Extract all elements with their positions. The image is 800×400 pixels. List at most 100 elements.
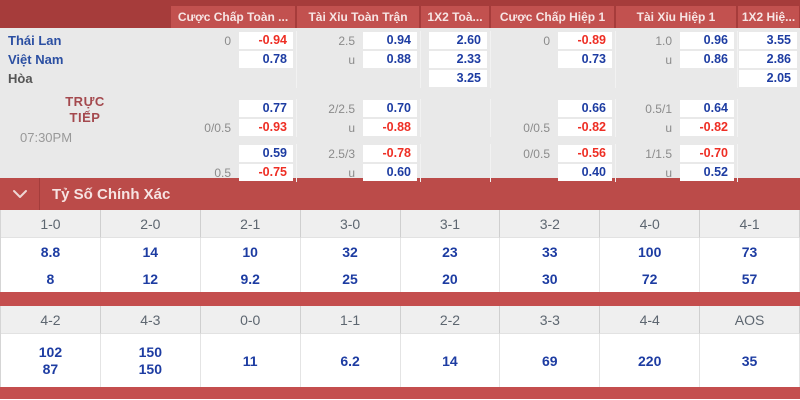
odds-price-button[interactable]: -0.89 [558,32,612,49]
odds-price-button[interactable]: -0.82 [558,119,612,136]
odds-row: 0.77 2/2.5 0.70 0.66 0.5/1 0.64 [0,99,800,118]
score-odds-button[interactable]: 220 [600,334,701,387]
score-odds-button[interactable]: 73 [700,238,800,265]
odds-price-button[interactable]: 0.73 [558,51,612,68]
odds-price-button[interactable]: -0.75 [239,164,293,181]
handicap-line: 0 [224,33,231,48]
handicap-line: 0/0.5 [523,146,550,161]
score-odds-button[interactable]: 35 [700,334,800,387]
odds-price-button[interactable]: -0.70 [680,145,734,162]
odds-price-button[interactable]: 0.59 [239,145,293,162]
odds-row: 0.59 2.5/3 -0.78 0/0.5 -0.56 1/1.5 -0.70 [0,144,800,163]
market-column-header[interactable]: Tài Xỉu Hiệp 1 [616,6,736,28]
handicap-line: 0/0.5 [204,120,231,135]
odds-cell-ou [296,69,420,88]
odds-price-button[interactable]: 0.40 [558,164,612,181]
odds-cell-ou1: 1/1.5 -0.70 [615,144,737,163]
odds-cell-ah: 0/0.5 -0.93 [170,118,296,137]
score-odds-button[interactable]: 69 [500,334,601,387]
score-odds-button[interactable]: 23 [400,238,501,265]
odds-price-button[interactable]: 3.55 [739,32,797,49]
odds-cell-ou1 [615,69,737,88]
score-odds-button[interactable]: 32 [300,238,401,265]
odds-price-button[interactable]: -0.78 [363,145,417,162]
odds-price-button[interactable]: 0.78 [239,51,293,68]
market-column-header[interactable]: 1X2 Hiệ... [738,6,799,28]
correct-score-title: Tỷ Số Chính Xác [52,185,171,203]
odds-cell-x121 [737,144,800,163]
odds-cell-ou: 2/2.5 0.70 [296,99,420,118]
score-odds-button[interactable]: 9.2 [200,265,301,292]
odds-cell-ah: 0.78 [170,50,296,69]
odds-price-button[interactable]: -0.93 [239,119,293,136]
odds-price-button[interactable]: 0.94 [363,32,417,49]
odds-price-button[interactable]: 0.52 [680,164,734,181]
score-odds-button[interactable]: 20 [400,265,501,292]
odds-price-button[interactable]: 2.05 [739,70,797,87]
score-odds-button[interactable]: 8.8 [1,238,101,265]
odds-price-button[interactable]: -0.94 [239,32,293,49]
score-odds-button[interactable]: 30 [500,265,601,292]
odds-price-button[interactable]: 0.77 [239,100,293,117]
odds-price-button[interactable]: 0.70 [363,100,417,117]
odds-cell-ou1: 1.0 0.96 [615,31,737,50]
score-label: AOS [700,306,800,334]
score-odds-button[interactable]: 72 [600,265,701,292]
odds-price-button[interactable]: 2.86 [739,51,797,68]
section-divider [0,292,800,306]
score-label: 1-1 [300,306,401,334]
score-odds-button[interactable]: 102 87 [1,334,101,387]
score-odds-value: 6.2 [340,352,360,369]
score-odds-button[interactable]: 14 [400,334,501,387]
odds-row: 0.5 -0.75 u 0.60 0.40 u 0.52 [0,163,800,182]
score-odds-button[interactable]: 6.2 [300,334,401,387]
odds-cell-x121: 2.86 [737,50,800,69]
odds-cell-ou: 2.5/3 -0.78 [296,144,420,163]
score-odds-button[interactable]: 150 150 [100,334,201,387]
score-odds-button[interactable]: 57 [700,265,800,292]
odds-row: Thái Lan 0 -0.94 2.5 0.94 2.60 0 -0.89 1.0 0.96 3.… [0,31,800,50]
market-column-header[interactable]: 1X2 Toà... [421,6,489,28]
market-column-header[interactable]: Cược Chấp Toàn ... [171,6,295,28]
score-odds-value: 69 [542,352,558,369]
score-odds-button[interactable]: 11 [200,334,301,387]
correct-score-header[interactable]: Tỷ Số Chính Xác [0,178,800,210]
odds-cell-ou: u 0.60 [296,163,420,182]
odds-cell-x121 [737,163,800,182]
odds-cell-ah1: 0/0.5 -0.82 [490,118,615,137]
odds-price-button[interactable]: 0.88 [363,51,417,68]
odds-row: Việt Nam 0.78 u 0.88 2.33 0.73 u 0.86 2.86 [0,50,800,69]
odds-price-button[interactable]: 3.25 [429,70,487,87]
score-odds-button[interactable]: 33 [500,238,601,265]
odds-price-button[interactable]: -0.88 [363,119,417,136]
handicap-line: 0 [543,33,550,48]
odds-price-button[interactable]: 0.86 [680,51,734,68]
collapse-toggle[interactable] [0,178,40,210]
score-odds-button[interactable]: 25 [300,265,401,292]
score-odds-button[interactable]: 100 [600,238,701,265]
odds-price-button[interactable]: 0.64 [680,100,734,117]
score-odds-button[interactable]: 8 [1,265,101,292]
score-odds-button[interactable]: 14 [100,238,201,265]
handicap-line: u [348,165,355,180]
score-odds-button[interactable]: 10 [200,238,301,265]
odds-price-button[interactable]: -0.82 [680,119,734,136]
odds-row: 0/0.5 -0.93 u -0.88 0/0.5 -0.82 u -0.82 [0,118,800,137]
odds-price-button[interactable]: 2.33 [429,51,487,68]
score-odds-value: 14 [442,352,458,369]
odds-price-button[interactable]: 0.60 [363,164,417,181]
market-column-header[interactable]: Tài Xỉu Toàn Trận [297,6,419,28]
odds-price-button[interactable]: 2.60 [429,32,487,49]
handicap-line: 2.5 [338,33,355,48]
score-odds-value: 35 [741,352,758,369]
score-label: 2-1 [200,210,301,238]
odds-price-button[interactable]: -0.56 [558,145,612,162]
handicap-line: 0/0.5 [523,120,550,135]
handicap-line: u [665,52,672,67]
odds-price-button[interactable]: 0.66 [558,100,612,117]
score-odds-value: 220 [638,352,662,369]
odds-price-button[interactable]: 0.96 [680,32,734,49]
market-column-header[interactable]: Cược Chấp Hiệp 1 [491,6,614,28]
score-odds-button[interactable]: 12 [100,265,201,292]
odds-cell-ah1: 0.40 [490,163,615,182]
